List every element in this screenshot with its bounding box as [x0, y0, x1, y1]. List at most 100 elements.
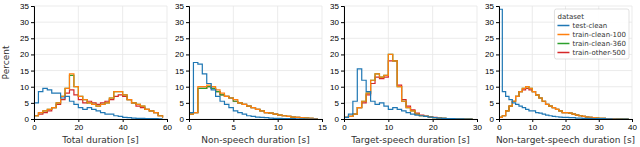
- y-tick-label: 25: [20, 34, 29, 43]
- x-tick: 0: [187, 119, 192, 132]
- y-tick-label: 30: [175, 18, 184, 27]
- y-tick: 30: [330, 18, 344, 27]
- y-tick: 20: [20, 50, 34, 59]
- y-tick: 15: [485, 67, 499, 76]
- grid-line: [277, 6, 278, 119]
- plot-area: [189, 63, 318, 120]
- y-tick: 25: [20, 34, 34, 43]
- x-tick-label: 60: [163, 123, 172, 132]
- series-line: [344, 61, 473, 119]
- y-tick-mark: [496, 87, 499, 88]
- panel: 010203005101520253035Target-speech durat…: [330, 2, 482, 145]
- x-tick: 10: [274, 119, 283, 132]
- grid-line: [189, 38, 322, 39]
- series-line: [344, 54, 473, 119]
- y-tick-mark: [496, 119, 499, 120]
- y-tick-mark: [31, 87, 34, 88]
- y-tick-label: 5: [490, 99, 495, 108]
- x-tick: 20: [74, 119, 83, 132]
- y-tick-label: 25: [485, 34, 494, 43]
- y-tick-label: 0: [180, 115, 185, 124]
- y-tick-mark: [341, 38, 344, 39]
- y-axis: 05101520253035: [330, 2, 344, 124]
- x-tick: 40: [119, 119, 128, 132]
- series-line: [344, 54, 473, 119]
- y-tick-mark: [31, 6, 34, 7]
- x-tick-label: 20: [74, 123, 83, 132]
- y-tick: 10: [20, 83, 34, 92]
- y-tick: 5: [490, 99, 499, 108]
- y-tick-label: 35: [485, 2, 494, 11]
- y-tick-label: 15: [20, 67, 29, 76]
- y-tick-mark: [186, 103, 189, 104]
- y-axis-line: [496, 7, 500, 120]
- grid-line: [189, 54, 322, 55]
- y-tick: 15: [175, 67, 189, 76]
- grid-line: [432, 6, 433, 119]
- y-tick: 25: [330, 34, 344, 43]
- x-axis: 0 20 40 60: [32, 119, 172, 132]
- grid-line: [34, 6, 167, 7]
- grid-line: [322, 6, 323, 119]
- y-tick-mark: [31, 22, 34, 23]
- y-tick-mark: [496, 22, 499, 23]
- y-tick-mark: [341, 87, 344, 88]
- legend-title: dataset: [557, 13, 584, 21]
- grid-line: [34, 86, 167, 87]
- y-tick: 20: [175, 50, 189, 59]
- x-tick-label: 30: [595, 123, 604, 132]
- grid-line: [477, 6, 478, 119]
- x-tick-label: 15: [318, 123, 327, 132]
- y-tick: 0: [335, 115, 344, 124]
- y-tick: 15: [330, 67, 344, 76]
- x-tick-label: 0: [342, 123, 347, 132]
- x-tick-mark: [566, 119, 567, 122]
- series-line: [34, 90, 163, 117]
- x-tick: 15: [318, 119, 327, 132]
- y-tick-label: 30: [330, 18, 339, 27]
- y-tick: 35: [20, 2, 34, 11]
- x-tick-label: 0: [187, 123, 192, 132]
- plot-area: [499, 9, 629, 119]
- y-tick-label: 15: [330, 67, 339, 76]
- y-tick: 5: [25, 99, 34, 108]
- y-tick-mark: [186, 54, 189, 55]
- series-line: [189, 63, 318, 120]
- plot-area: [344, 54, 473, 119]
- legend-swatch: [557, 52, 569, 54]
- y-tick: 10: [330, 83, 344, 92]
- y-axis: 05101520253035: [485, 2, 499, 124]
- y-tick-label: 20: [20, 50, 29, 59]
- y-tick-label: 30: [20, 18, 29, 27]
- x-tick-mark: [433, 119, 434, 122]
- y-tick-mark: [31, 103, 34, 104]
- x-tick-mark: [477, 119, 478, 122]
- y-tick: 30: [485, 18, 499, 27]
- grid-line: [344, 6, 477, 7]
- legend-swatch: [557, 34, 569, 36]
- x-tick-mark: [123, 119, 124, 122]
- x-axis-line: [190, 120, 323, 123]
- legend: datasettest-cleantrain-clean-100train-cl…: [554, 9, 629, 59]
- grid-line: [499, 70, 632, 71]
- grid-line: [34, 54, 167, 55]
- x-tick-mark: [322, 119, 323, 122]
- grid-line: [167, 6, 168, 119]
- grid-line: [189, 6, 322, 7]
- y-tick-mark: [341, 22, 344, 23]
- x-tick: 0: [497, 119, 502, 132]
- x-tick-label: 30: [473, 123, 482, 132]
- y-tick-label: 0: [25, 115, 30, 124]
- y-tick-label: 0: [335, 115, 340, 124]
- y-tick-label: 35: [20, 2, 29, 11]
- y-tick-mark: [31, 119, 34, 120]
- x-axis-line: [35, 120, 168, 123]
- y-tick-label: 35: [330, 2, 339, 11]
- y-tick-label: 0: [490, 115, 495, 124]
- y-tick: 20: [485, 50, 499, 59]
- y-tick-mark: [186, 6, 189, 7]
- y-tick-label: 5: [180, 99, 185, 108]
- y-axis-line: [186, 7, 190, 120]
- x-tick-label: 0: [32, 123, 37, 132]
- y-tick: 30: [175, 18, 189, 27]
